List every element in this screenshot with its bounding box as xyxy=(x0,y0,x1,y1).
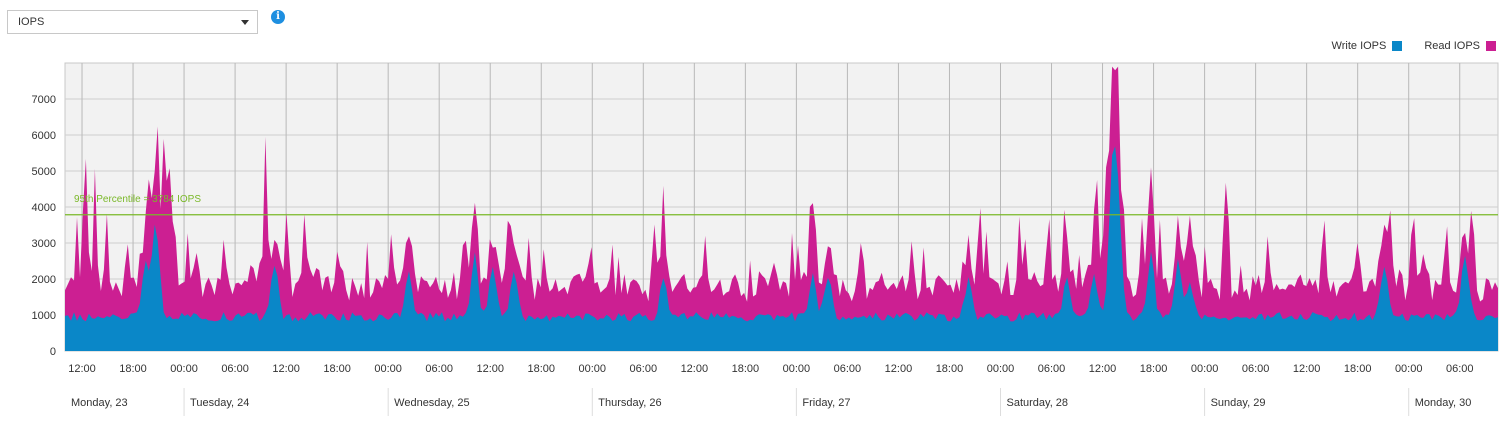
legend-label-write: Write IOPS xyxy=(1331,40,1387,52)
x-tick-label: 12:00 xyxy=(68,363,96,375)
x-tick-label: 18:00 xyxy=(732,363,760,375)
day-label: Thursday, 26 xyxy=(598,397,661,409)
day-label: Monday, 23 xyxy=(71,397,128,409)
x-tick-label: 12:00 xyxy=(272,363,300,375)
x-tick-label: 18:00 xyxy=(323,363,351,375)
day-label: Friday, 27 xyxy=(802,397,850,409)
chart-legend: Write IOPS Read IOPS xyxy=(1310,40,1496,52)
legend-item-write[interactable]: Write IOPS xyxy=(1332,40,1403,52)
percentile-label: 95th Percentile = 3784 IOPS xyxy=(74,194,201,205)
x-tick-label: 12:00 xyxy=(476,363,504,375)
x-axis: 12:00 18:00 00:00 06:00 12:00 18:00 00:00 06:00… xyxy=(68,363,1473,375)
x-tick-label: 12:00 xyxy=(681,363,709,375)
x-tick-label: 06:00 xyxy=(1038,363,1066,375)
x-tick-label: 00:00 xyxy=(170,363,198,375)
y-tick-label: 4000 xyxy=(32,202,56,214)
y-tick-label: 0 xyxy=(50,346,56,358)
chevron-down-icon xyxy=(241,20,249,25)
y-tick-label: 1000 xyxy=(32,310,56,322)
x-tick-label: 06:00 xyxy=(221,363,249,375)
x-tick-label: 06:00 xyxy=(834,363,862,375)
read-iops-area xyxy=(65,66,1498,351)
x-tick-label: 00:00 xyxy=(987,363,1015,375)
day-label: Wednesday, 25 xyxy=(394,397,469,409)
legend-swatch-write xyxy=(1392,41,1403,51)
x-tick-label: 00:00 xyxy=(374,363,402,375)
x-tick-label: 06:00 xyxy=(630,363,658,375)
day-label: Tuesday, 24 xyxy=(190,397,249,409)
metric-dropdown[interactable]: IOPS xyxy=(7,10,258,34)
y-tick-label: 5000 xyxy=(32,166,56,178)
legend-item-read[interactable]: Read IOPS xyxy=(1424,40,1496,52)
x-tick-label: 12:00 xyxy=(1293,363,1321,375)
x-tick-label: 18:00 xyxy=(527,363,555,375)
x-tick-label: 18:00 xyxy=(1140,363,1168,375)
x-tick-label: 00:00 xyxy=(1395,363,1423,375)
x-tick-label: 00:00 xyxy=(783,363,811,375)
x-tick-label: 00:00 xyxy=(579,363,607,375)
metric-dropdown-value: IOPS xyxy=(18,16,45,28)
y-tick-label: 3000 xyxy=(32,238,56,250)
y-axis: 0 1000 2000 3000 4000 5000 6000 7000 xyxy=(32,94,56,358)
x-tick-label: 12:00 xyxy=(885,363,913,375)
day-label: Monday, 30 xyxy=(1415,397,1472,409)
legend-swatch-read xyxy=(1486,41,1496,51)
legend-label-read: Read IOPS xyxy=(1424,40,1480,52)
y-tick-label: 6000 xyxy=(32,130,56,142)
write-iops-area xyxy=(65,146,1498,351)
y-tick-label: 7000 xyxy=(32,94,56,106)
x-tick-label: 18:00 xyxy=(1344,363,1372,375)
day-label: Sunday, 29 xyxy=(1211,397,1266,409)
day-label: Saturday, 28 xyxy=(1006,397,1068,409)
y-tick-label: 2000 xyxy=(32,274,56,286)
x-tick-label: 06:00 xyxy=(1242,363,1270,375)
x-tick-label: 06:00 xyxy=(1446,363,1474,375)
day-labels: Monday, 23 Tuesday, 24 Wednesday, 25 Thursd… xyxy=(71,388,1471,416)
x-tick-label: 18:00 xyxy=(119,363,147,375)
info-icon[interactable]: i xyxy=(271,10,285,24)
x-tick-label: 06:00 xyxy=(425,363,453,375)
x-tick-label: 18:00 xyxy=(936,363,964,375)
x-tick-label: 12:00 xyxy=(1089,363,1117,375)
x-tick-label: 00:00 xyxy=(1191,363,1219,375)
